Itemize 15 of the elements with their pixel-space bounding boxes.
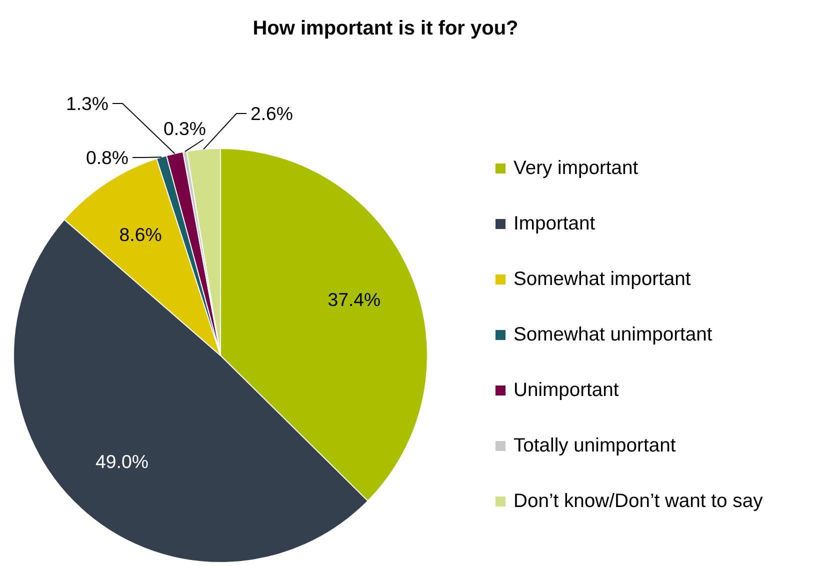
- legend-label: Don’t know/Don’t want to say: [514, 491, 764, 512]
- data-label: 0.3%: [164, 118, 206, 139]
- data-label: 49.0%: [96, 451, 148, 472]
- legend-label: Totally unimportant: [514, 436, 676, 456]
- data-label: 0.8%: [86, 147, 129, 168]
- legend-label: Somewhat unimportant: [514, 324, 713, 346]
- chart-title: How important is it for you?: [252, 18, 518, 40]
- legend-label: Unimportant: [514, 380, 620, 401]
- data-label: 2.6%: [250, 103, 294, 124]
- legend-label: Very important: [514, 158, 639, 179]
- data-label: 37.4%: [328, 289, 381, 310]
- legend-label: Somewhat important: [514, 269, 692, 290]
- legend-label: Important: [514, 214, 596, 234]
- data-label: 8.6%: [119, 224, 162, 246]
- data-label: 1.3%: [66, 93, 109, 114]
